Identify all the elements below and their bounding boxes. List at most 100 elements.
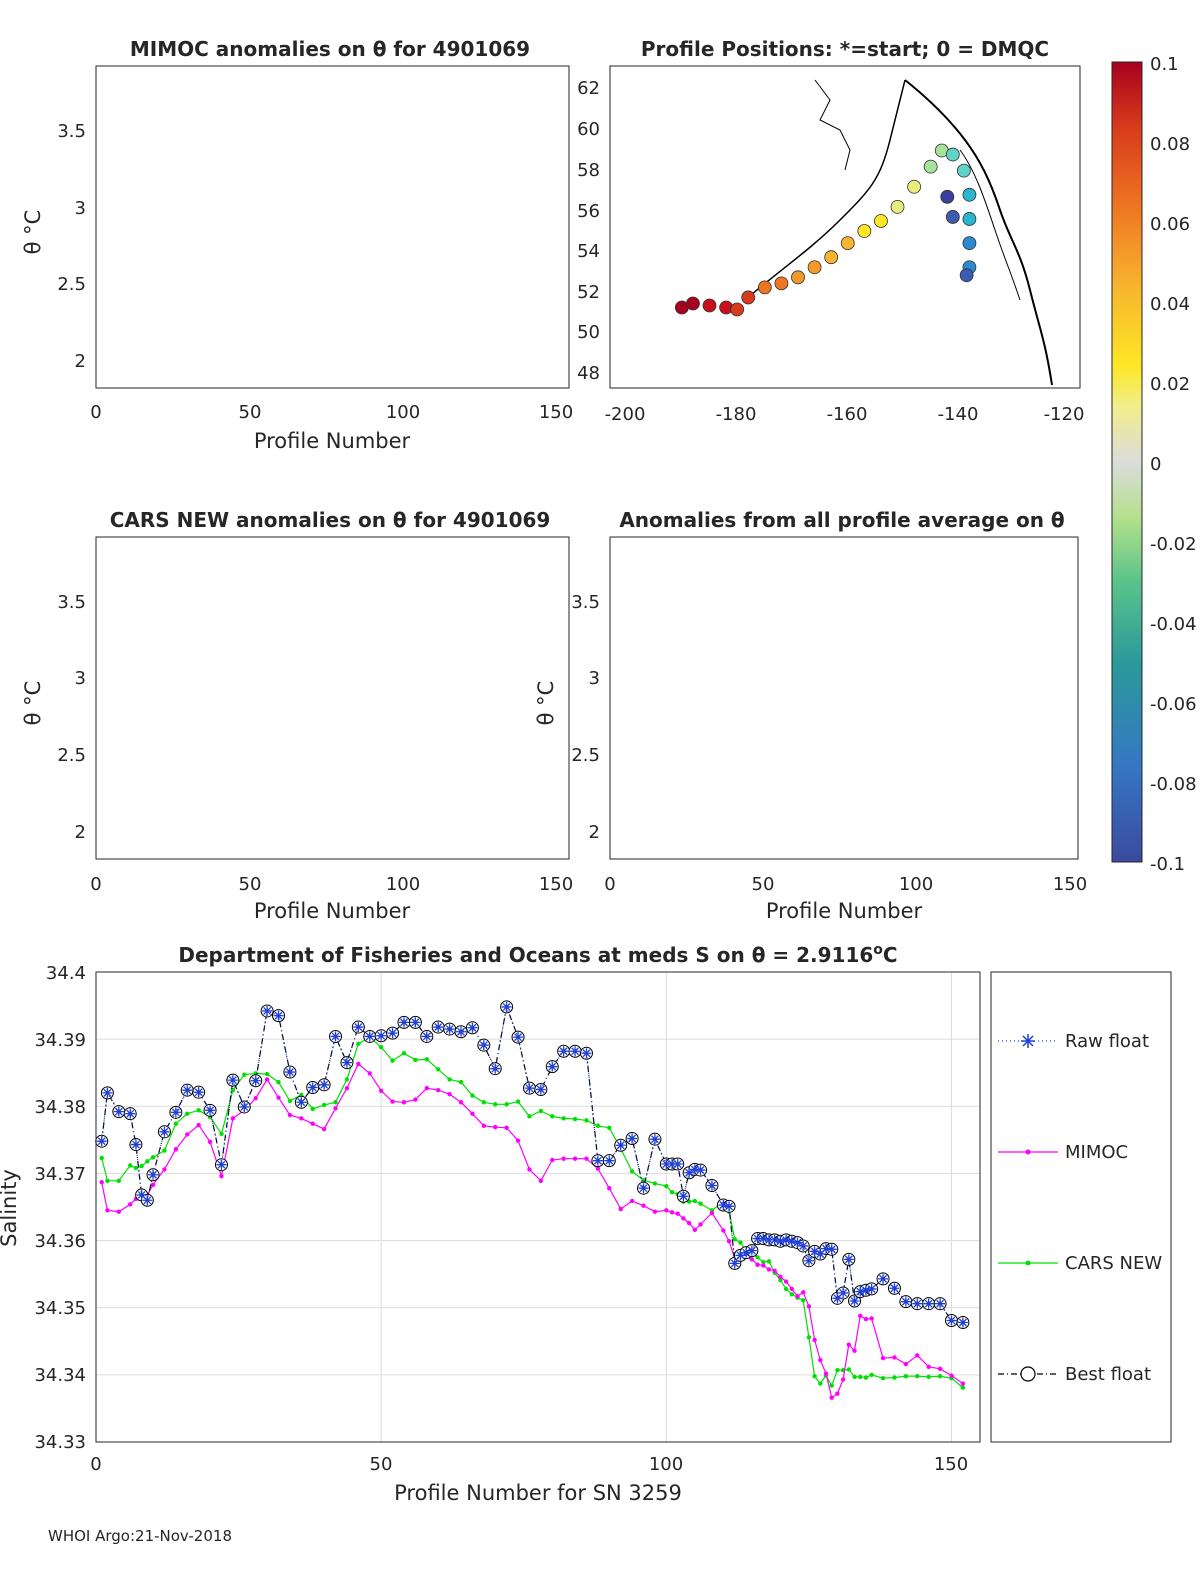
profile-position-point: [757, 280, 772, 295]
data-point: [858, 1313, 863, 1318]
data-point: [113, 1106, 124, 1117]
data-point: [667, 1159, 678, 1170]
data-point: [769, 1234, 780, 1245]
data-point: [669, 1210, 675, 1215]
data-point: [162, 1167, 167, 1172]
salinity-x-ticks: 0 50 100 150: [90, 1454, 968, 1475]
data-point: [629, 1169, 635, 1174]
data-point: [846, 1342, 852, 1347]
data-point: [481, 1123, 487, 1128]
y-tick-label: 3: [75, 198, 86, 219]
profile-position-point: [730, 302, 745, 317]
y-tick-label: 2.5: [571, 745, 600, 766]
mimoc-y-ticks: 2 2.5 3 3.5: [57, 121, 86, 372]
data-point: [778, 1274, 783, 1280]
profile-position-point: [874, 214, 888, 228]
data-point: [686, 1220, 692, 1226]
data-point: [413, 1097, 418, 1102]
data-point: [746, 1245, 757, 1256]
data-point: [150, 1155, 156, 1160]
y-tick-label: 2: [589, 822, 600, 843]
data-point: [675, 1211, 680, 1216]
data-point: [863, 1375, 869, 1380]
data-point: [264, 1077, 270, 1082]
y-tick-label: 3.5: [571, 592, 600, 613]
data-point: [276, 1079, 281, 1085]
data-point: [729, 1258, 740, 1269]
data-point: [869, 1316, 874, 1321]
data-point: [878, 1273, 889, 1284]
data-point: [447, 1077, 452, 1082]
series-raw-float: [96, 1001, 968, 1328]
colorbar-gradient: [1111, 61, 1143, 863]
data-point: [758, 1233, 769, 1244]
data-point: [726, 1239, 732, 1244]
data-point: [284, 1067, 295, 1078]
profile-position-point: [890, 199, 905, 214]
data-point: [242, 1072, 247, 1077]
profile-position-point: [945, 210, 960, 224]
data-point: [843, 1254, 854, 1265]
data-point: [227, 1075, 238, 1086]
data-point: [698, 1201, 703, 1206]
data-point: [173, 1147, 179, 1152]
data-point: [664, 1208, 669, 1213]
series-line: [101, 1004, 964, 1324]
x-tick-label: 0: [90, 402, 101, 423]
data-point: [684, 1167, 695, 1178]
data-point: [105, 1208, 110, 1213]
data-point: [344, 1085, 350, 1091]
data-point: [125, 1108, 136, 1119]
data-point: [513, 1032, 524, 1043]
data-point: [296, 1097, 307, 1108]
data-point: [772, 1268, 777, 1273]
data-point: [538, 1108, 544, 1114]
data-point: [738, 1240, 743, 1245]
data-point: [761, 1263, 766, 1268]
average-y-ticks: 2 2.5 3 3.5: [571, 592, 600, 843]
data-point: [652, 1209, 658, 1214]
data-point: [595, 1166, 601, 1171]
data-point: [849, 1296, 860, 1306]
data-point: [128, 1163, 133, 1168]
data-point: [803, 1255, 814, 1266]
data-point: [205, 1105, 216, 1116]
cb-tick-label: -0.06: [1150, 694, 1197, 715]
data-point: [310, 1106, 315, 1112]
profile-position-point: [807, 260, 822, 275]
data-point: [812, 1374, 817, 1379]
legend-cars-new: CARS NEW: [998, 1253, 1162, 1274]
data-point: [718, 1199, 729, 1210]
profile-position-point: [857, 224, 872, 238]
profile-position-point: [741, 290, 756, 305]
cb-tick-label: -0.02: [1150, 534, 1197, 555]
data-point: [133, 1165, 139, 1171]
x-tick-label: 150: [539, 402, 573, 423]
data-point: [515, 1099, 521, 1104]
profile-position-point: [962, 187, 977, 202]
salinity-y-ticks: 34.33 34.34 34.35 34.36 34.37 34.38 34.3…: [34, 963, 86, 1453]
y-tick-label: 52: [577, 282, 600, 303]
positions-y-ticks: 48 50 52 54 56 58 60 62: [577, 78, 600, 384]
data-point: [250, 1075, 261, 1086]
cb-tick-label: -0.1: [1150, 854, 1185, 875]
data-point: [561, 1156, 566, 1161]
y-tick-label: 34.37: [34, 1164, 86, 1185]
data-point: [649, 1134, 660, 1145]
x-tick-label: -160: [827, 404, 868, 425]
data-point: [378, 1045, 384, 1050]
average-x-label: Profile Number: [766, 899, 923, 923]
y-tick-label: 2: [75, 351, 86, 372]
data-point: [607, 1186, 612, 1191]
data-point: [458, 1079, 464, 1085]
data-point: [937, 1366, 943, 1372]
salinity-x-label: Profile Number for SN 3259: [394, 1481, 682, 1505]
data-point: [638, 1183, 649, 1194]
data-point: [435, 1087, 441, 1093]
profile-position-point: [824, 250, 839, 265]
data-point: [216, 1159, 227, 1170]
y-tick-label: 48: [577, 363, 600, 384]
data-point: [832, 1293, 843, 1304]
data-point: [652, 1181, 658, 1186]
